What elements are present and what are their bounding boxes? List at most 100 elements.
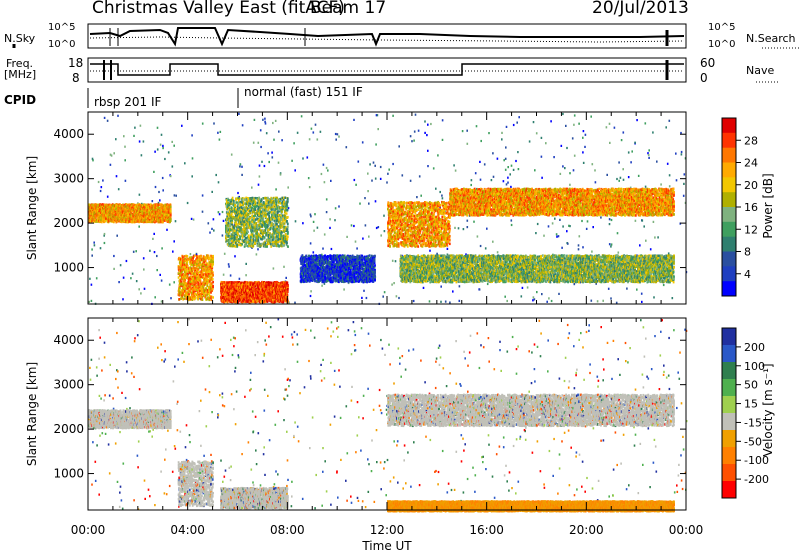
power-scatter-pixel xyxy=(432,167,435,170)
power-scatter-pixel xyxy=(134,126,136,129)
power-band-0-pixel xyxy=(115,203,118,207)
power-scatter-pixel xyxy=(470,179,473,182)
power-band-1-pixel xyxy=(181,265,183,268)
power-scatter-pixel xyxy=(281,139,283,142)
power-scatter-pixel xyxy=(388,168,390,171)
power-band-1-pixel xyxy=(183,255,186,258)
power-scatter-pixel xyxy=(124,145,126,148)
power-scatter-pixel xyxy=(99,247,102,250)
power-scatter-pixel xyxy=(142,140,145,143)
power-scatter-pixel xyxy=(258,164,261,167)
power-scatter-pixel xyxy=(300,115,303,118)
power-scatter-pixel xyxy=(517,151,519,154)
power-scatter-pixel xyxy=(553,156,555,159)
power-scatter-pixel xyxy=(172,250,174,253)
power-scatter-pixel xyxy=(520,295,523,298)
power-band-0-pixel xyxy=(156,210,158,213)
power-scatter-pixel xyxy=(503,159,505,162)
power-scatter-pixel xyxy=(160,133,163,136)
power-scatter-pixel xyxy=(507,176,509,179)
power-scatter-pixel xyxy=(468,214,471,217)
power-scatter-pixel xyxy=(143,268,145,271)
power-scatter-pixel xyxy=(123,135,125,138)
power-scatter-pixel xyxy=(276,213,279,216)
power-band-1-pixel xyxy=(206,284,209,288)
power-band-0-pixel xyxy=(158,203,160,206)
power-band-0-pixel xyxy=(144,214,147,217)
power-scatter-pixel xyxy=(124,159,126,162)
power-scatter-pixel xyxy=(501,131,503,134)
power-scatter-pixel xyxy=(229,274,232,277)
power-scatter-pixel xyxy=(336,133,339,136)
power-scatter-pixel xyxy=(209,231,211,234)
power-scatter-pixel xyxy=(567,242,569,245)
power-band-0-pixel xyxy=(129,214,132,218)
power-scatter-pixel xyxy=(414,113,417,116)
power-scatter-pixel xyxy=(616,232,619,235)
power-scatter-pixel xyxy=(383,291,386,294)
power-scatter-pixel xyxy=(427,165,429,168)
power-scatter-pixel xyxy=(675,179,678,182)
power-scatter-pixel xyxy=(166,228,168,231)
power-scatter-pixel xyxy=(322,247,324,250)
power-band-1-pixel xyxy=(197,271,199,274)
power-scatter-pixel xyxy=(308,186,311,189)
nave-tick-bottom: 0 xyxy=(700,71,708,85)
power-band-1-pixel xyxy=(180,272,183,275)
power-scatter-pixel xyxy=(510,223,513,227)
power-scatter-pixel xyxy=(116,234,118,237)
power-scatter-pixel xyxy=(374,200,377,203)
power-scatter-pixel xyxy=(619,176,622,179)
power-scatter-pixel xyxy=(607,287,610,290)
power-scatter-pixel xyxy=(586,220,589,223)
power-scatter-pixel xyxy=(492,152,494,155)
power-band-0-pixel xyxy=(100,213,103,216)
power-scatter-pixel xyxy=(238,112,240,115)
power-scatter-pixel xyxy=(353,224,355,228)
power-scatter-pixel xyxy=(430,122,432,126)
power-scatter-pixel xyxy=(103,241,106,245)
power-scatter-pixel xyxy=(533,298,536,301)
power-scatter-pixel xyxy=(153,170,155,173)
power-scatter-pixel xyxy=(492,175,495,178)
power-scatter-pixel xyxy=(184,162,186,165)
power-scatter-pixel xyxy=(609,141,611,144)
power-band-1-pixel xyxy=(191,282,194,285)
power-scatter-pixel xyxy=(504,295,506,298)
power-scatter-pixel xyxy=(569,183,571,186)
power-scatter-pixel xyxy=(89,277,91,280)
power-band-1-pixel xyxy=(182,293,185,296)
power-scatter-pixel xyxy=(325,211,328,214)
power-scatter-pixel xyxy=(218,138,221,141)
power-band-1-pixel xyxy=(183,283,185,287)
power-band-1-pixel xyxy=(179,268,182,272)
power-band-1-pixel xyxy=(178,285,181,288)
power-band-1-pixel xyxy=(190,256,193,259)
power-scatter-pixel xyxy=(149,249,151,252)
power-scatter-pixel xyxy=(162,189,164,192)
date-label: 20/Jul/2013 xyxy=(592,0,689,18)
power-band-0-pixel xyxy=(125,213,128,216)
power-scatter-pixel xyxy=(302,157,304,160)
power-scatter-pixel xyxy=(271,156,274,159)
power-scatter-pixel xyxy=(113,267,115,270)
power-scatter-pixel xyxy=(543,234,545,237)
power-scatter-pixel xyxy=(446,247,449,250)
power-scatter-pixel xyxy=(667,252,670,255)
power-marks xyxy=(88,112,688,305)
power-scatter-pixel xyxy=(541,293,543,296)
power-scatter-pixel xyxy=(314,213,316,216)
power-scatter-pixel xyxy=(138,140,141,143)
power-band-1-pixel xyxy=(180,263,183,266)
power-scatter-pixel xyxy=(164,157,166,161)
power-band-0-pixel xyxy=(153,208,156,212)
power-scatter-pixel xyxy=(505,125,508,128)
power-scatter-pixel xyxy=(335,138,337,141)
power-scatter-pixel xyxy=(584,133,587,136)
power-band-0-pixel xyxy=(137,211,139,214)
power-scatter-pixel xyxy=(190,217,193,220)
power-scatter-pixel xyxy=(535,132,538,135)
noise-tick-top-right: 10^5 xyxy=(708,22,735,33)
power-scatter-pixel xyxy=(596,300,599,303)
power-scatter-pixel xyxy=(559,172,562,175)
